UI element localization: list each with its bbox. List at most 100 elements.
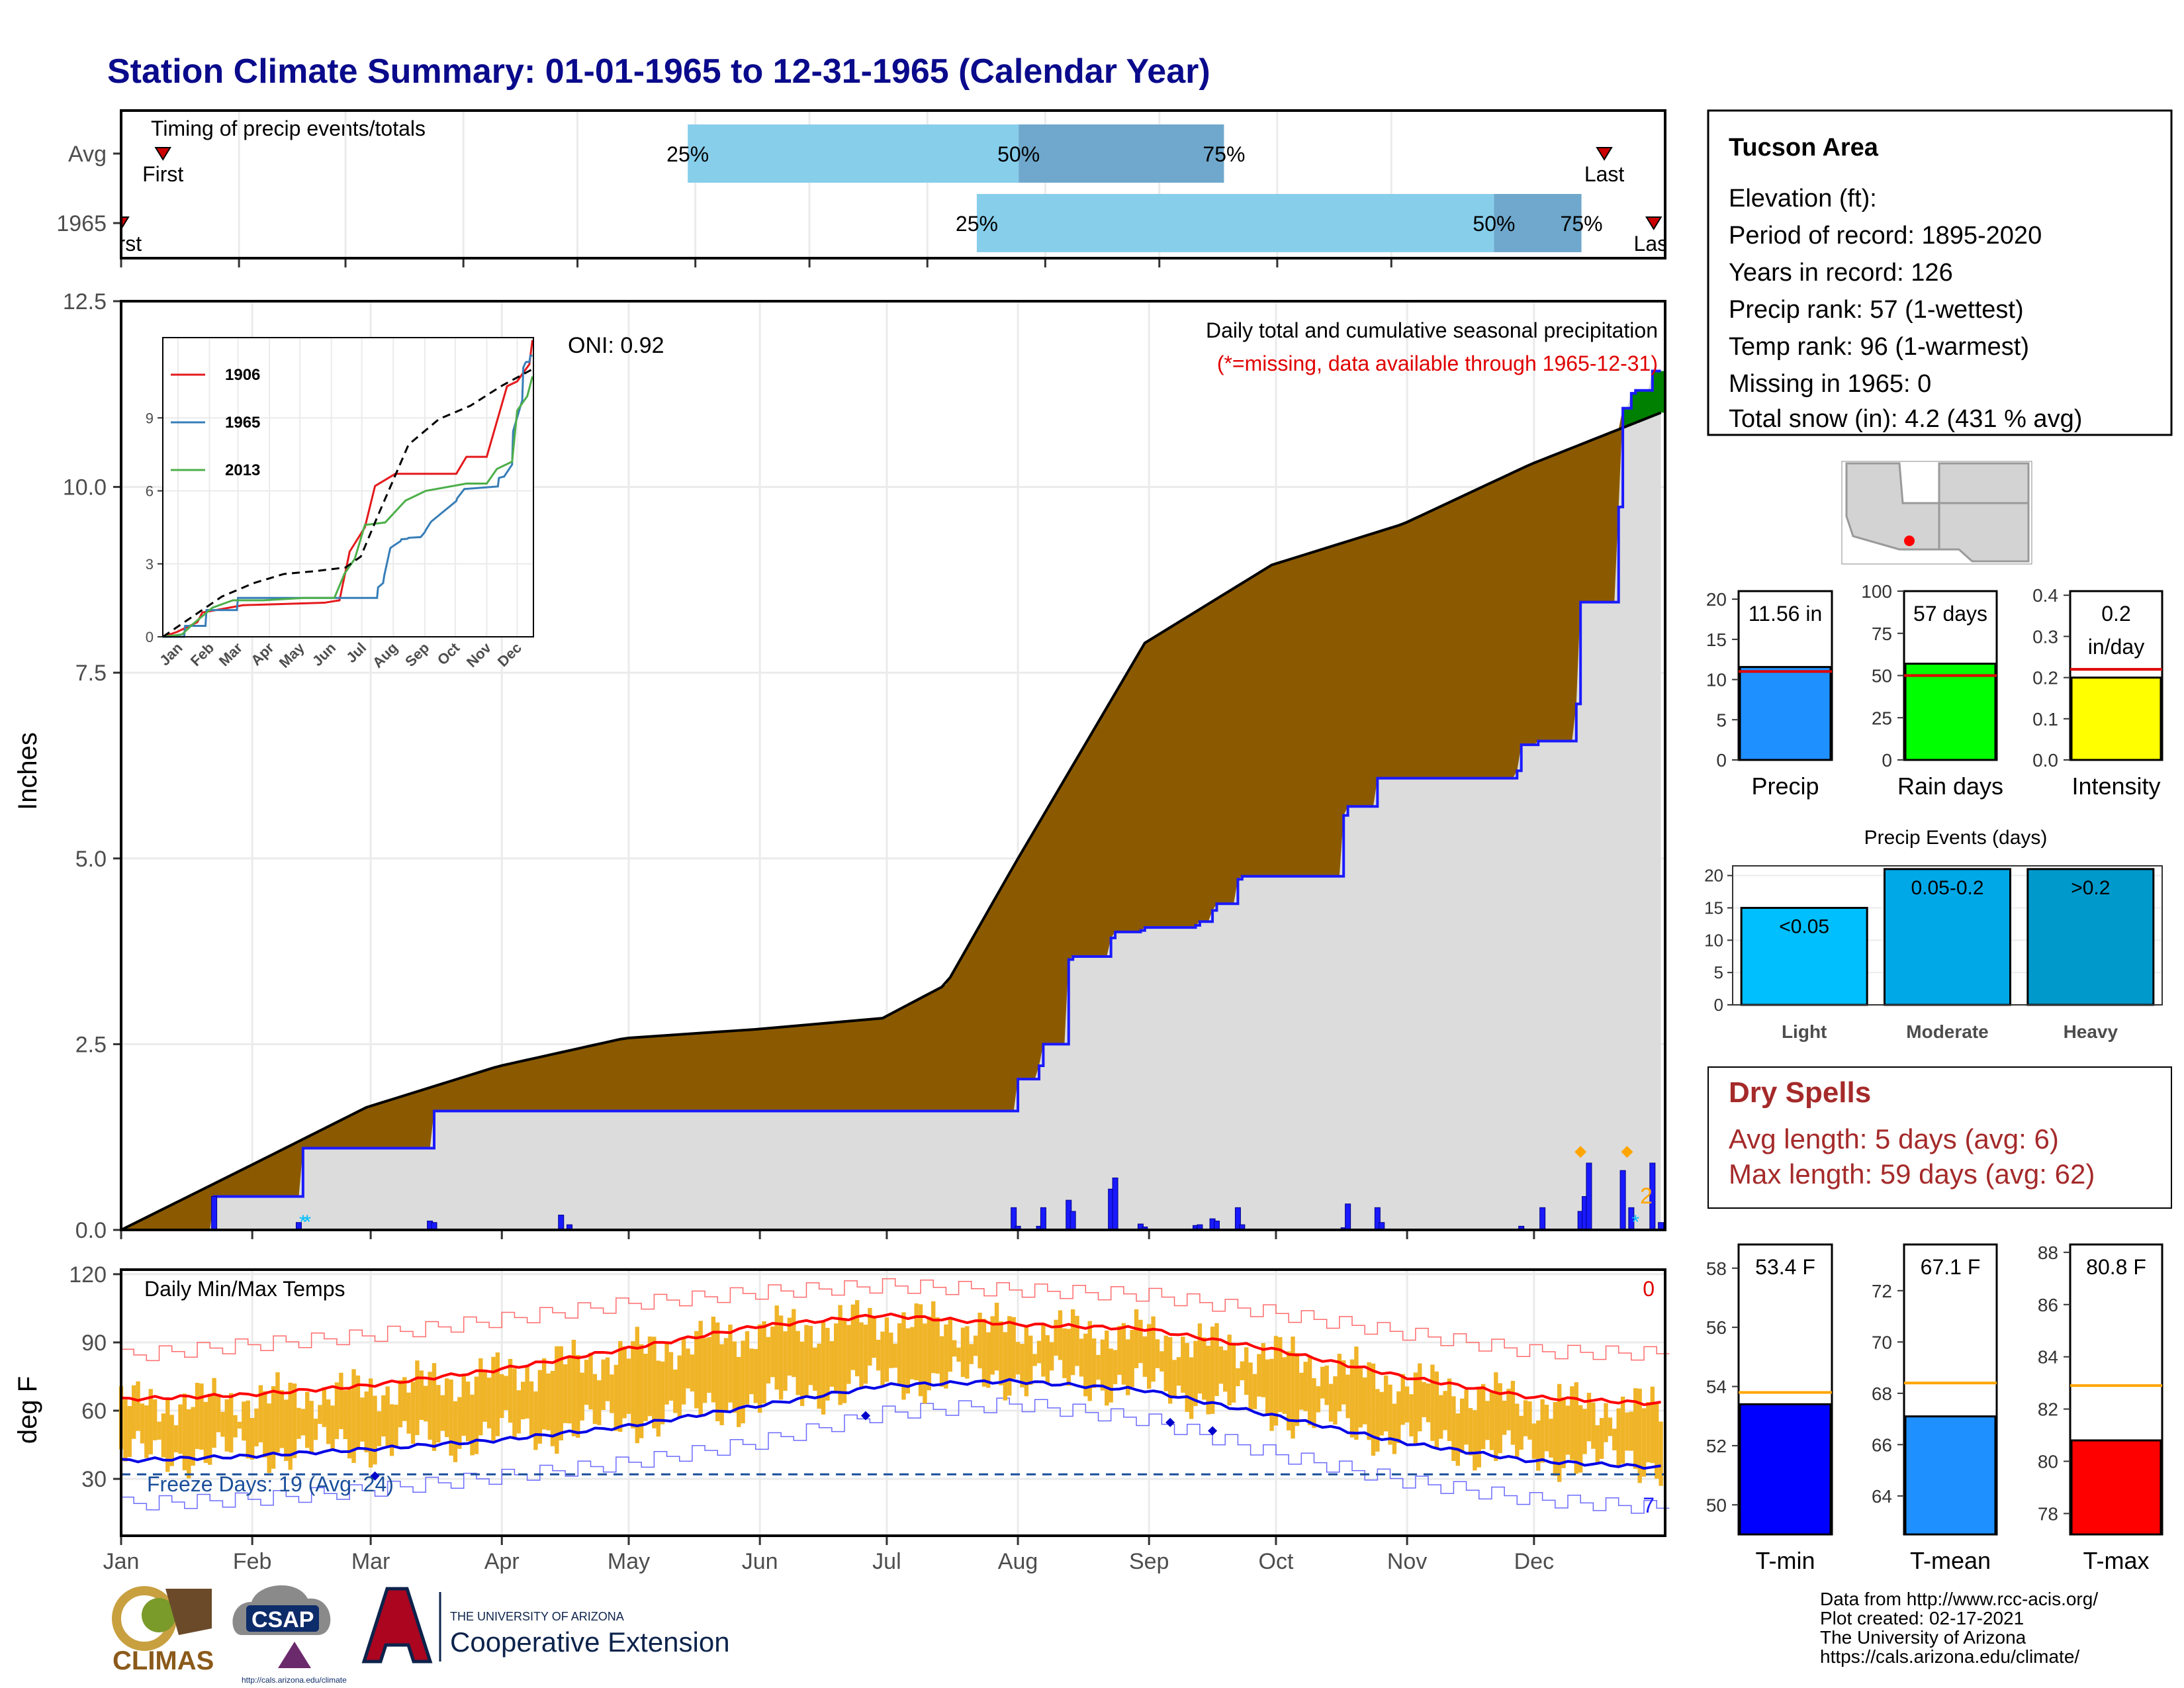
- rain_days-ytick-label: 50: [1872, 666, 1892, 686]
- temps-daily-range-bar: [1210, 1327, 1215, 1414]
- inset-ytick-label: 6: [146, 483, 154, 500]
- inset-legend-label: 2013: [225, 461, 260, 479]
- temps-daily-range-bar: [355, 1375, 361, 1450]
- temps-daily-range-bar: [1629, 1411, 1634, 1451]
- tmax-ytick-label: 80: [2038, 1452, 2058, 1472]
- temps-daily-range-bar: [1439, 1395, 1443, 1439]
- temps-daily-range-bar: [1655, 1402, 1659, 1479]
- temps-daily-range-bar: [986, 1332, 991, 1388]
- temps-daily-range-bar: [1574, 1382, 1578, 1474]
- temps-daily-range-bar: [1396, 1391, 1401, 1444]
- temps-daily-range-bar: [1447, 1378, 1452, 1442]
- temps-daily-range-bar: [1083, 1333, 1088, 1397]
- temps-daily-range-bar: [664, 1344, 669, 1405]
- temps-daily-range-bar: [537, 1370, 542, 1444]
- temps-daily-range-bar: [1328, 1383, 1334, 1422]
- temps-daily-range-bar: [1650, 1386, 1655, 1464]
- temps-daily-range-bar: [254, 1408, 259, 1446]
- temps-daily-range-bar: [1595, 1425, 1600, 1462]
- temps-daily-range-bar: [220, 1411, 225, 1437]
- temps-daily-range-bar: [842, 1318, 847, 1403]
- temps-daily-range-bar: [322, 1387, 327, 1427]
- temps-daily-range-bar: [863, 1325, 868, 1384]
- intensity-ytick-label: 0.2: [2032, 668, 2058, 688]
- precip-events-chart: Precip Events (days) 0 5 10 15 20 <0.05 Light 0…: [1704, 827, 2163, 1042]
- dry-spells-max: Max length: 59 days (avg: 62): [1729, 1158, 2095, 1190]
- temps-daily-range-bar: [424, 1385, 428, 1422]
- temps-daily-range-bar: [702, 1338, 707, 1403]
- temps-daily-range-bar: [905, 1328, 911, 1394]
- temps-daily-range-bar: [580, 1372, 584, 1421]
- csap-logo: CSAP http://cals.arizona.edu/climate: [232, 1585, 347, 1685]
- events-ytick-label: 15: [1704, 898, 1723, 917]
- temps-daily-range-bar: [1502, 1400, 1507, 1435]
- temps-daily-range-bar: [1176, 1357, 1181, 1386]
- temps-daily-range-bar: [512, 1368, 517, 1438]
- precip-annotation: Daily total and cumulative seasonal prec…: [1206, 318, 1658, 342]
- dry-spells-avg: Avg length: 5 days (avg: 6): [1729, 1123, 2059, 1154]
- inset-legend-label: 1965: [225, 414, 260, 432]
- temps-daily-range-bar: [300, 1409, 306, 1436]
- temps-daily-range-bar: [576, 1354, 580, 1438]
- precip-corner-count: 2: [1640, 1184, 1653, 1209]
- temps-daily-range-bar: [250, 1418, 255, 1460]
- temps-daily-range-bar: [1591, 1402, 1596, 1449]
- station-snow: Total snow (in): 4.2 (431 % avg): [1729, 405, 2082, 433]
- temps-daily-range-bar: [918, 1304, 923, 1397]
- intensity-value-unit-label: in/day: [2088, 635, 2144, 659]
- temps-top-right-count: 0: [1643, 1277, 1655, 1301]
- temps-daily-range-bar: [1316, 1386, 1321, 1413]
- temps-daily-range-bar: [610, 1374, 614, 1413]
- inset-legend-label: 1906: [225, 366, 260, 384]
- temps-daily-range-bar: [195, 1382, 200, 1449]
- temps-daily-range-bar: [1633, 1388, 1638, 1469]
- temps-daily-range-bar: [1257, 1354, 1261, 1397]
- temps-daily-range-bar: [444, 1378, 449, 1437]
- temps-daily-range-bar: [952, 1340, 957, 1357]
- tmax-category-label: T-max: [2083, 1547, 2149, 1574]
- temps-annotation: Daily Min/Max Temps: [144, 1277, 345, 1301]
- temps-daily-range-bar: [165, 1399, 170, 1472]
- temps-daily-range-bar: [1489, 1392, 1494, 1450]
- temps-daily-range-bar: [1404, 1386, 1410, 1423]
- tmean-value-bar: [1904, 1415, 1997, 1536]
- temps-daily-range-bar: [884, 1317, 889, 1382]
- tmax-value-bar: [2070, 1439, 2162, 1536]
- temps-daily-range-bar: [351, 1369, 356, 1464]
- temps-daily-range-bar: [1625, 1412, 1629, 1451]
- timing-bar-q25-q50: [976, 194, 1494, 252]
- temps-daily-range-bar: [728, 1325, 733, 1403]
- temps-daily-range-bar: [737, 1356, 741, 1427]
- temps-xtick-label: Jul: [872, 1549, 901, 1574]
- tmax-ytick-label: 82: [2038, 1399, 2058, 1420]
- temps-daily-range-bar: [1109, 1348, 1113, 1403]
- temps-daily-range-bar: [233, 1415, 238, 1438]
- precip-deficit-area: [121, 371, 1661, 1230]
- inset-series-2013-line: [162, 376, 533, 638]
- temps-daily-range-bar: [965, 1326, 970, 1379]
- ua-logo: THE UNIVERSITY OF ARIZONA Cooperative Ex…: [361, 1587, 730, 1664]
- temps-daily-range-bar: [508, 1358, 513, 1423]
- credit-plot-created: Plot created: 02-17-2021: [1820, 1608, 2024, 1628]
- temps-xtick-label: Oct: [1259, 1549, 1294, 1574]
- temps-daily-range-bar: [1218, 1346, 1224, 1384]
- temps-daily-range-bar: [1062, 1328, 1067, 1378]
- temps-daily-range-bar: [1007, 1316, 1012, 1396]
- temps-daily-range-bar: [199, 1383, 204, 1450]
- tmin-category-label: T-min: [1756, 1547, 1815, 1574]
- temps-daily-range-bar: [559, 1346, 563, 1440]
- precip-daily-bar: [1040, 1207, 1046, 1231]
- temps-daily-range-bar: [364, 1391, 369, 1453]
- temps-daily-range-bar: [567, 1356, 572, 1424]
- temps-daily-range-bar: [516, 1390, 522, 1434]
- temps-daily-range-bar: [1531, 1423, 1537, 1459]
- temps-daily-range-bar: [313, 1419, 318, 1440]
- temps-daily-range-bar: [749, 1348, 754, 1395]
- tmax-ytick-label: 78: [2038, 1503, 2058, 1524]
- temps-xtick-label: Aug: [998, 1549, 1038, 1574]
- temps-daily-range-bar: [461, 1376, 466, 1436]
- temps-daily-range-bar: [1320, 1366, 1325, 1399]
- temps-daily-range-bar: [504, 1376, 508, 1411]
- temps-daily-range-bar: [732, 1341, 737, 1413]
- temps-daily-range-bar: [1459, 1398, 1465, 1453]
